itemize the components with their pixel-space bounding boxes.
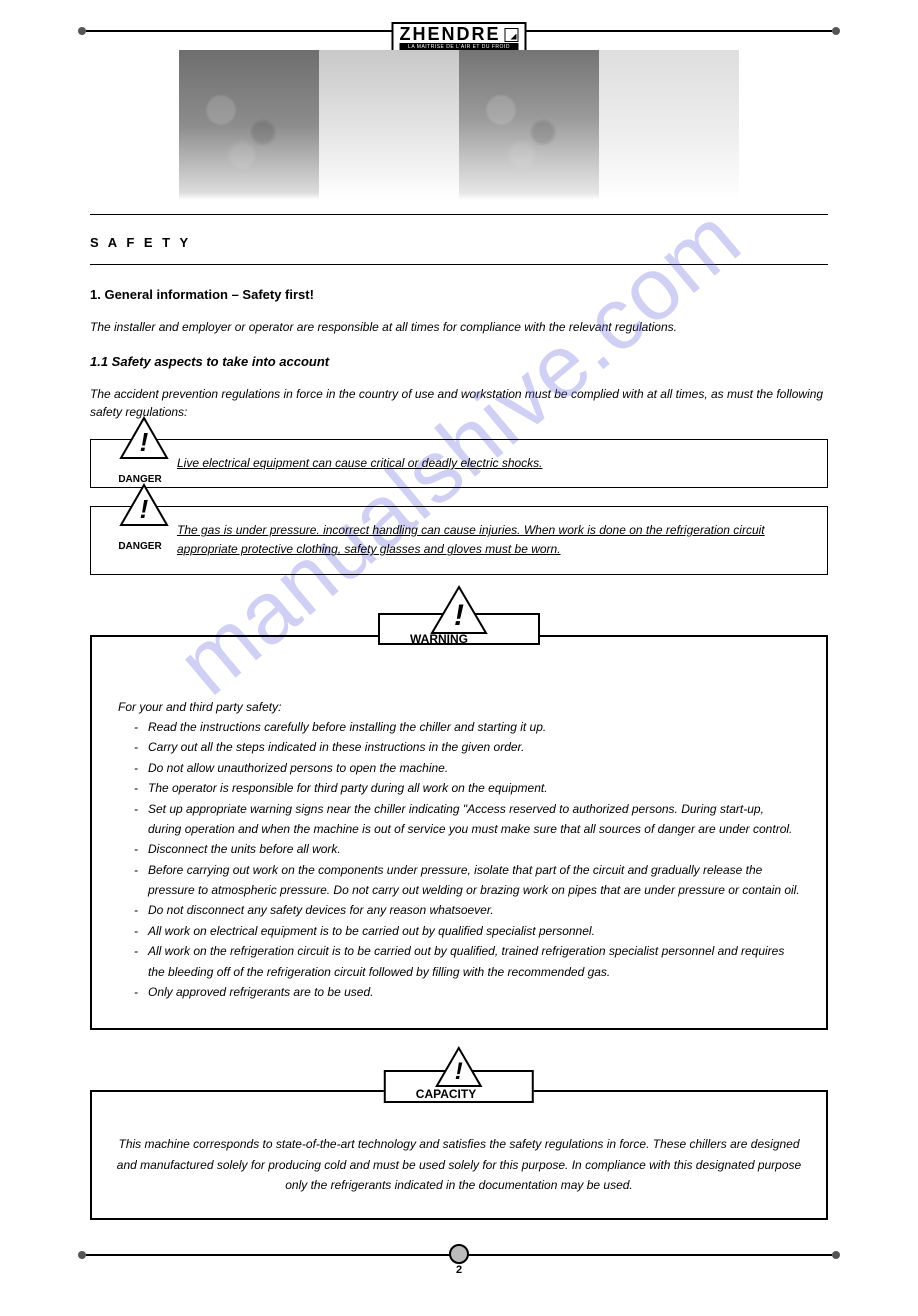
list-item: Set up appropriate warning signs near th… (134, 799, 800, 840)
list-item: Before carrying out work on the componen… (134, 860, 800, 901)
list-item: Only approved refrigerants are to be use… (134, 982, 800, 1002)
danger-label: DANGER (113, 541, 167, 552)
warning-triangle-icon: ! (119, 416, 169, 460)
svg-text:!: ! (455, 1058, 463, 1085)
rule-circle (449, 1244, 469, 1264)
capacity-box: ! CAPACITY This machine corresponds to s… (90, 1090, 828, 1219)
danger-notice: ! DANGER The gas is under pressure. inco… (90, 506, 828, 574)
banner-tile-grain (319, 50, 459, 200)
warning-list: Read the instructions carefully before i… (118, 717, 800, 1002)
brand-text: ZHENDRE (399, 24, 500, 45)
page: ZHENDRE LA MAITRISE DE L'AIR ET DU FROID… (0, 0, 918, 1316)
banner-tile-tobacco (459, 50, 599, 200)
banner-tile-soft (599, 50, 739, 200)
warning-triangle-icon: ! (119, 483, 169, 527)
capacity-text: This machine corresponds to state-of-the… (114, 1134, 804, 1195)
page-number: 2 (90, 1264, 828, 1276)
bottom-rule (86, 1254, 832, 1256)
rule-dot-left (78, 27, 86, 35)
list-item: Read the instructions carefully before i… (134, 717, 800, 737)
warning-intro: For your and third party safety: (118, 697, 800, 717)
heading-1-1: 1.1 Safety aspects to take into account (90, 354, 828, 369)
list-item: Do not disconnect any safety devices for… (134, 900, 800, 920)
list-item: Carry out all the steps indicated in the… (134, 737, 800, 757)
section-title: S A F E T Y (90, 235, 828, 250)
svg-text:!: ! (140, 427, 149, 457)
danger-text: Live electrical equipment can cause crit… (177, 456, 543, 470)
divider-rule (90, 264, 828, 265)
header-banner (179, 50, 739, 200)
svg-text:!: ! (454, 599, 464, 632)
banner-tile-leaves (179, 50, 319, 200)
list-item: Do not allow unauthorized persons to ope… (134, 758, 800, 778)
danger-text: The gas is under pressure. incorrect han… (177, 523, 765, 556)
list-item: All work on the refrigeration circuit is… (134, 941, 800, 982)
list-item: Disconnect the units before all work. (134, 839, 800, 859)
warning-label: WARNING (410, 632, 468, 646)
divider-rule (90, 214, 828, 215)
rule-dot-right (832, 27, 840, 35)
danger-notice: ! DANGER Live electrical equipment can c… (90, 439, 828, 488)
intro-paragraph: The installer and employer or operator a… (90, 318, 828, 336)
warning-header: ! WARNING (378, 613, 540, 645)
warning-box: ! WARNING For your and third party safet… (90, 635, 828, 1031)
list-item: All work on electrical equipment is to b… (134, 921, 800, 941)
heading-1: 1. General information – Safety first! (90, 287, 828, 302)
list-item: The operator is responsible for third pa… (134, 778, 800, 798)
capacity-header: ! CAPACITY (384, 1070, 534, 1102)
brand-mark-icon (505, 28, 519, 42)
rule-dot-right (832, 1251, 840, 1259)
rule-dot-left (78, 1251, 86, 1259)
svg-text:!: ! (140, 494, 149, 524)
capacity-label: CAPACITY (416, 1087, 476, 1101)
body-1-1: The accident prevention regulations in f… (90, 385, 828, 421)
